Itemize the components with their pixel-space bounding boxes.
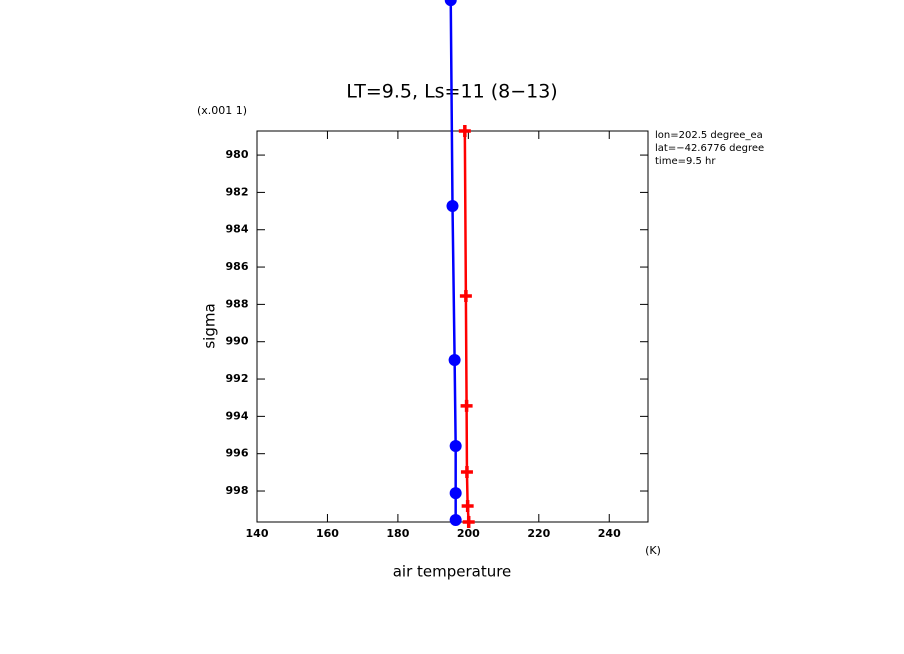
marker	[458, 125, 471, 137]
x-unit-label: (K)	[645, 544, 661, 557]
marker	[460, 465, 473, 478]
info-block: lon=202.5 degree_ea lat=−42.6776 degree …	[655, 130, 764, 167]
marker	[448, 354, 461, 367]
y-tick-label: 980	[226, 148, 249, 161]
x-tick-label: 240	[598, 527, 621, 540]
marker	[460, 399, 473, 412]
y-tick-label: 988	[226, 297, 249, 310]
y-axis-label: sigma	[201, 303, 219, 348]
marker	[446, 200, 459, 213]
marker	[462, 516, 475, 528]
info-line: lat=−42.6776 degree	[655, 143, 764, 154]
info-line: lon=202.5 degree_ea	[655, 130, 763, 141]
y-tick-label: 996	[226, 447, 249, 460]
y-tick-label: 998	[226, 484, 249, 497]
y-tick-label: 982	[226, 185, 249, 198]
y-tick-label: 990	[226, 335, 249, 348]
x-tick-label: 220	[527, 527, 550, 540]
y-scale-label: (x.001 1)	[197, 104, 247, 117]
y-tick-label: 992	[226, 372, 249, 385]
marker	[461, 499, 474, 512]
info-line: time=9.5 hr	[655, 156, 716, 167]
marker	[449, 440, 462, 453]
x-tick-label: 140	[246, 527, 269, 540]
x-tick-label: 160	[316, 527, 339, 540]
marker	[449, 487, 462, 500]
x-tick-label: 180	[386, 527, 409, 540]
y-tick-label: 984	[226, 223, 249, 236]
marker	[449, 513, 462, 526]
series-line	[463, 130, 470, 523]
y-tick-label: 986	[226, 260, 249, 273]
marker	[459, 289, 472, 302]
y-tick-label: 994	[226, 409, 249, 422]
marker	[444, 0, 457, 7]
x-axis-label: air temperature	[393, 563, 512, 581]
x-tick-label: 200	[457, 527, 480, 540]
